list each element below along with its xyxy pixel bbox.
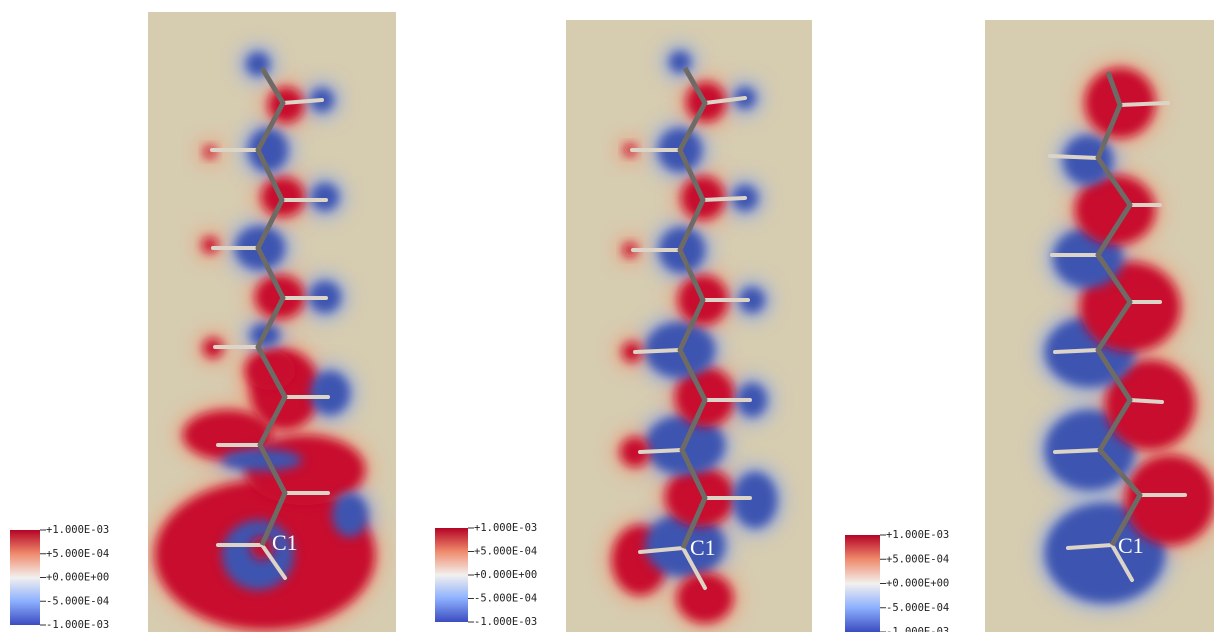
colorbar-tick-label: +5.000E-04 — [886, 553, 949, 565]
lobe — [332, 493, 368, 537]
colorbar-tick-label: +0.000E+00 — [46, 572, 109, 584]
panel: C1 +1.000E-03 +5.000E-04 +0.000E+00 -5.000E-… — [435, 20, 812, 632]
colorbar-tick-label: +5.000E-04 — [46, 548, 109, 560]
figure: C1 +1.000E-03 +5.000E-04 +0.000E+00 -5.000E-… — [0, 0, 1214, 632]
c-h-bond — [1120, 103, 1168, 105]
c-h-bond — [635, 350, 680, 352]
c-h-bond — [1055, 450, 1100, 452]
colorbar — [435, 528, 468, 622]
lobe — [202, 237, 218, 253]
colorbar-tick-label: +5.000E-04 — [474, 546, 537, 558]
colorbar — [845, 535, 880, 632]
colorbar-tick-label: -1.000E-03 — [886, 626, 949, 632]
colorbar-tick-label: -5.000E-04 — [46, 595, 109, 607]
colorbar-tick-label: +1.000E-03 — [886, 529, 949, 541]
colorbar-tick-label: +1.000E-03 — [46, 524, 109, 536]
lobe — [677, 573, 733, 623]
c-h-bond — [703, 198, 745, 200]
atom-label: C1 — [272, 530, 298, 555]
colorbar-tick-label: -1.000E-03 — [474, 616, 537, 628]
c-h-bond — [1130, 400, 1162, 402]
panel: C1 +1.000E-03 +5.000E-04 +0.000E+00 -5.000E-… — [10, 12, 396, 632]
c-h-bond — [1055, 350, 1098, 352]
colorbar-tick-label: -1.000E-03 — [46, 619, 109, 631]
colorbar-tick-label: -5.000E-04 — [886, 602, 949, 614]
colorbar-tick-label: -5.000E-04 — [474, 593, 537, 605]
colorbar — [10, 530, 40, 625]
c-h-bond — [640, 450, 682, 452]
lobe — [311, 183, 339, 211]
colorbar-tick-label: +0.000E+00 — [886, 578, 949, 590]
colorbar-tick-label: +1.000E-03 — [474, 522, 537, 534]
atom-label: C1 — [690, 535, 716, 560]
lobe — [310, 371, 350, 415]
c-h-bond — [1050, 156, 1098, 158]
atom-label: C1 — [1118, 533, 1144, 558]
colorbar-tick-label: +0.000E+00 — [474, 569, 537, 581]
panel: C1 +1.000E-03 +5.000E-04 +0.000E+00 -5.000E-… — [845, 20, 1214, 632]
